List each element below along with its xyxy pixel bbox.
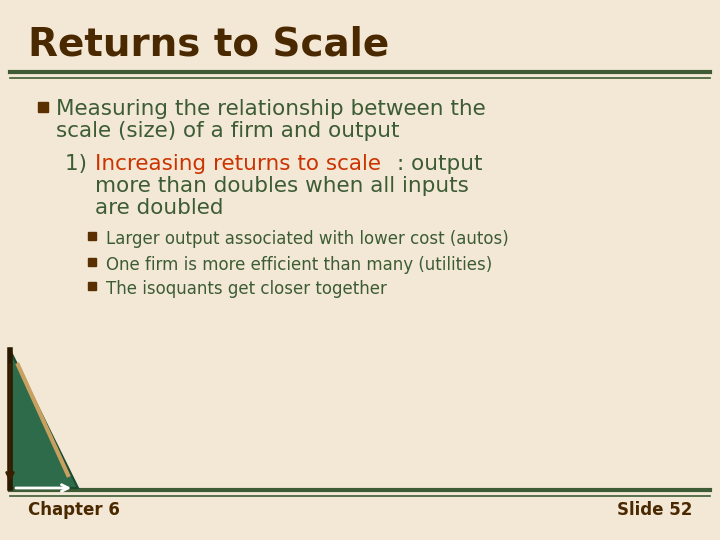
Polygon shape <box>10 350 78 488</box>
Text: Chapter 6: Chapter 6 <box>28 501 120 519</box>
Text: Larger output associated with lower cost (autos): Larger output associated with lower cost… <box>106 230 509 248</box>
Text: Slide 52: Slide 52 <box>616 501 692 519</box>
Text: Returns to Scale: Returns to Scale <box>28 25 390 63</box>
Text: scale (size) of a firm and output: scale (size) of a firm and output <box>56 121 400 141</box>
Text: The isoquants get closer together: The isoquants get closer together <box>106 280 387 298</box>
Text: are doubled: are doubled <box>95 198 223 218</box>
Text: : output: : output <box>397 154 482 174</box>
Text: Increasing returns to scale: Increasing returns to scale <box>95 154 381 174</box>
Text: more than doubles when all inputs: more than doubles when all inputs <box>95 176 469 196</box>
Text: Measuring the relationship between the: Measuring the relationship between the <box>56 99 486 119</box>
Text: 1): 1) <box>65 154 101 174</box>
Bar <box>38 102 48 112</box>
Text: One firm is more efficient than many (utilities): One firm is more efficient than many (ut… <box>106 256 492 274</box>
